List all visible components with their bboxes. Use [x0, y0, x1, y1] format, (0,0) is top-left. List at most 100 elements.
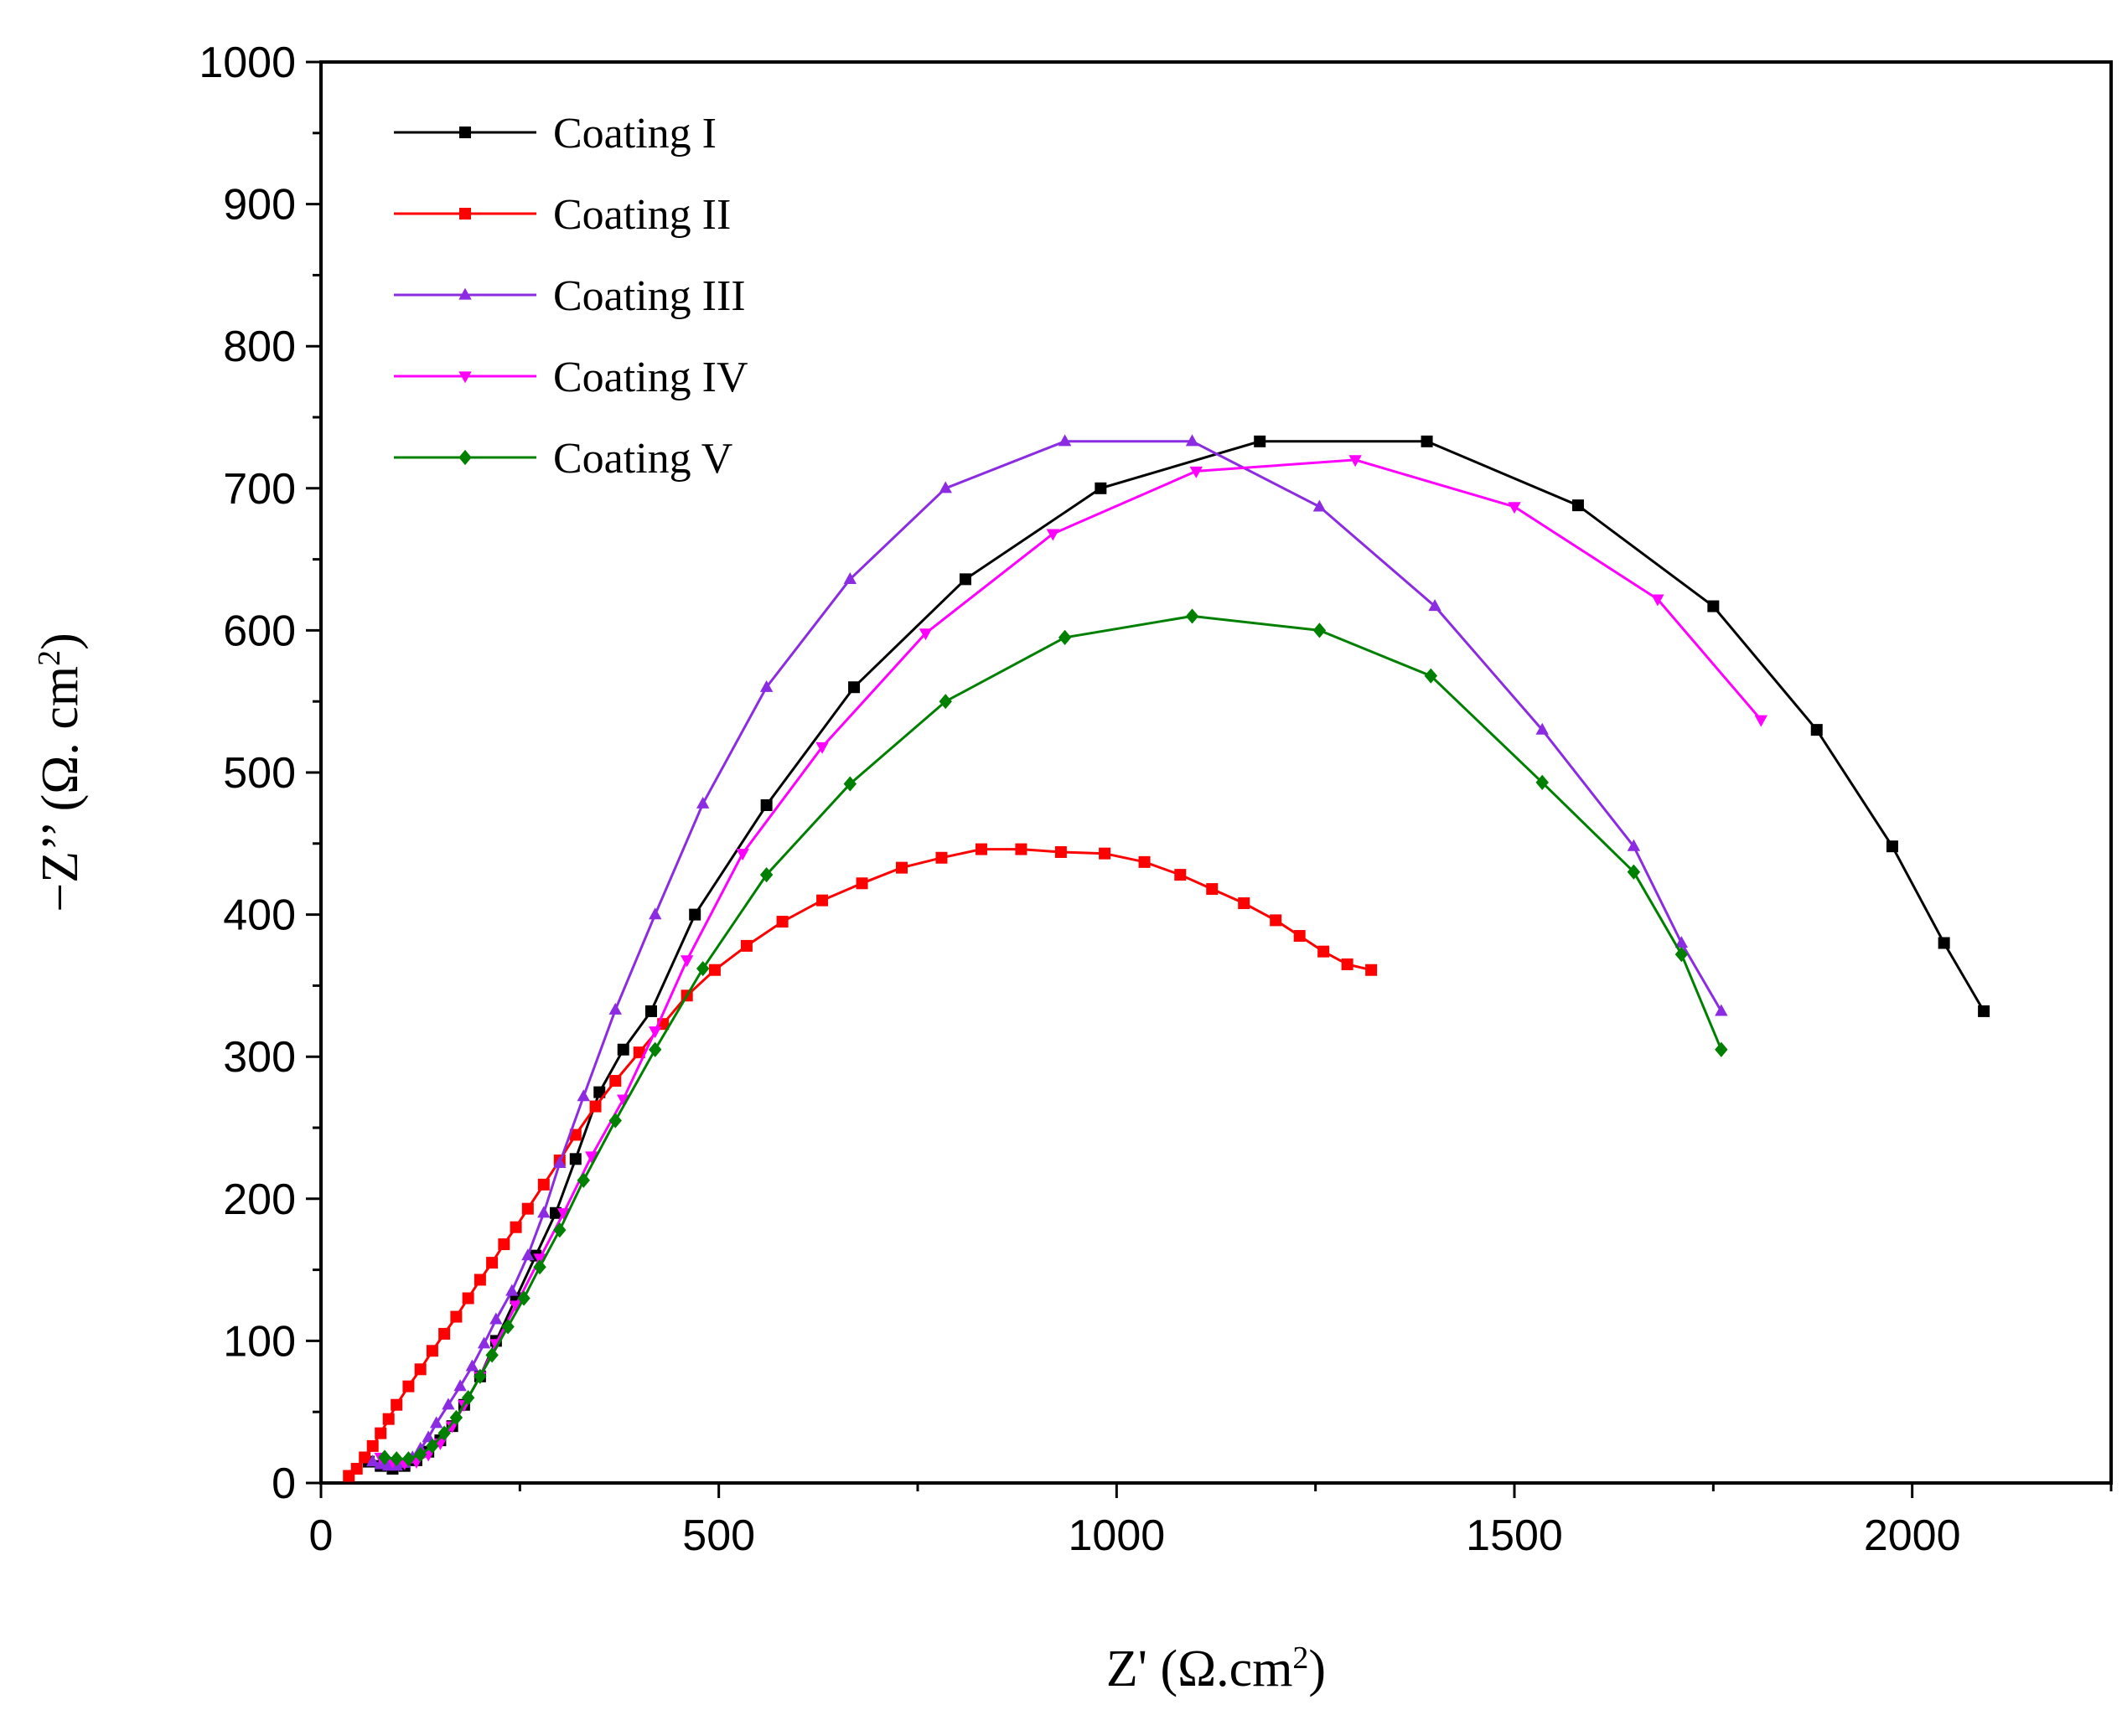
data-point-coating-i [569, 1153, 582, 1165]
data-point-coating-v [649, 1041, 662, 1057]
x-tick-label: 2000 [1864, 1511, 1961, 1560]
y-tick-label: 800 [223, 323, 296, 371]
legend-marker [458, 287, 472, 300]
data-point-coating-v [696, 960, 710, 977]
data-point-coating-v [401, 1451, 416, 1467]
data-point-coating-v [939, 694, 952, 710]
data-point-coating-ii [1174, 869, 1187, 881]
data-point-coating-v [1312, 623, 1327, 638]
x-tick-label: 1000 [1068, 1511, 1165, 1560]
data-point-coating-ii [450, 1310, 463, 1323]
data-point-coating-ii [414, 1363, 427, 1376]
data-point-coating-ii [1238, 897, 1250, 910]
data-point-coating-ii [521, 1202, 534, 1215]
data-point-coating-iii [422, 1430, 435, 1443]
data-point-coating-i [1095, 482, 1107, 494]
data-point-coating-ii [366, 1439, 379, 1452]
data-point-coating-iii [537, 1206, 551, 1218]
legend-item-coating-iv: Coating IV [394, 354, 748, 401]
data-point-coating-ii [359, 1451, 371, 1464]
data-point-coating-iii [759, 679, 774, 692]
series-line-coating-v [384, 614, 1723, 1460]
data-point-coating-i [760, 799, 773, 812]
data-point-coating-iii [1185, 434, 1199, 447]
data-point-coating-ii [1138, 855, 1151, 868]
legend-label: Coating IV [553, 354, 748, 401]
data-point-coating-iii [553, 1156, 567, 1168]
data-point-coating-iii [843, 571, 857, 584]
data-point-coating-iv [1508, 502, 1521, 514]
data-point-coating-iii [505, 1284, 519, 1296]
y-tick-label: 500 [223, 749, 296, 798]
y-tick-label: 100 [223, 1317, 296, 1366]
y-tick-label: 700 [223, 465, 296, 514]
data-point-coating-v [1674, 946, 1689, 963]
series-coating-v [378, 608, 1728, 1467]
data-point-coating-v [1715, 1041, 1728, 1057]
legend-item-coating-iii: Coating III [394, 272, 746, 320]
data-point-coating-iii [429, 1416, 443, 1429]
data-point-coating-i [689, 908, 701, 921]
axis-ticks [306, 60, 2113, 1498]
data-point-coating-iii [442, 1398, 455, 1410]
data-point-coating-ii [391, 1398, 403, 1411]
data-point-coating-ii [609, 1075, 622, 1088]
data-point-coating-ii [350, 1463, 363, 1475]
data-point-coating-ii [975, 843, 987, 855]
data-point-coating-iv [445, 1421, 459, 1434]
data-point-coating-iv [680, 955, 694, 968]
axis-tick-labels: 0 500 1000 1500 2000 0 100 200 300 400 500 600 700 80… [199, 39, 1960, 1560]
data-point-coating-ii [510, 1221, 522, 1233]
data-point-coating-iii [577, 1089, 590, 1102]
data-point-coating-ii [589, 1100, 602, 1113]
legend: Coating I Coating II Coating III Coating IV… [394, 110, 748, 483]
series-coating-ii [343, 843, 1378, 1482]
data-point-coating-iv [736, 849, 749, 861]
data-point-coating-i [644, 1005, 657, 1017]
data-point-coating-v [843, 776, 857, 792]
series-line-coating-iii [372, 440, 1723, 1468]
data-point-coating-iii [939, 481, 952, 493]
y-tick-label: 900 [223, 181, 296, 230]
data-point-coating-iii [366, 1454, 380, 1467]
series-coating-iv [374, 455, 1767, 1470]
y-tick-label: 400 [223, 891, 296, 940]
data-point-coating-ii [1015, 843, 1027, 855]
data-point-coating-iv [617, 1094, 630, 1107]
legend-marker [459, 127, 471, 138]
data-point-coating-iii [1715, 1004, 1728, 1016]
data-point-coating-iv [649, 1026, 662, 1039]
data-point-coating-v [1058, 629, 1072, 645]
data-point-coating-iv [1651, 594, 1664, 607]
data-point-coating-ii [1206, 883, 1219, 896]
data-point-coating-v [517, 1290, 530, 1306]
data-point-coating-i [959, 573, 971, 586]
data-point-coating-ii [776, 916, 789, 928]
data-point-coating-ii [935, 851, 948, 864]
data-point-coating-ii [537, 1178, 550, 1191]
data-point-coating-v [577, 1172, 590, 1188]
data-point-coating-v [533, 1259, 546, 1275]
data-point-coating-iv [1046, 529, 1060, 541]
data-point-coating-ii [708, 964, 721, 976]
data-point-coating-i [617, 1043, 629, 1056]
data-point-coating-iii [608, 1002, 622, 1015]
data-point-coating-ii [438, 1327, 451, 1340]
data-point-coating-i [1707, 600, 1720, 612]
y-axis-label: −Z’’ (Ω. cm2) [32, 633, 89, 912]
data-point-coating-v [461, 1390, 475, 1406]
legend-item-coating-ii: Coating II [394, 191, 731, 239]
data-point-coating-iii [1535, 722, 1549, 735]
legend-marker [458, 449, 472, 466]
data-point-coating-ii [1099, 847, 1111, 860]
legend-label: Coating V [553, 435, 732, 483]
data-point-coating-v [449, 1409, 463, 1426]
data-point-coating-iii [489, 1312, 503, 1325]
series-layer [343, 434, 1990, 1482]
data-point-coating-v [426, 1438, 439, 1454]
data-point-coating-iii [453, 1379, 467, 1392]
data-point-coating-i [1810, 724, 1823, 736]
y-tick-label: 600 [223, 607, 296, 655]
legend-label: Coating III [553, 272, 746, 320]
